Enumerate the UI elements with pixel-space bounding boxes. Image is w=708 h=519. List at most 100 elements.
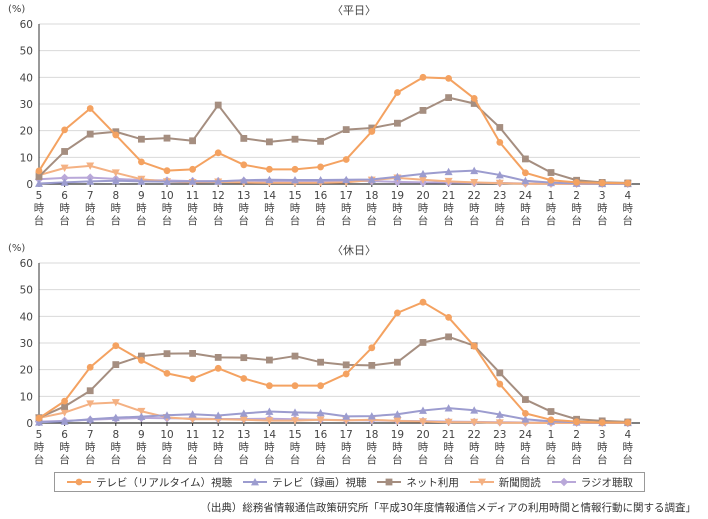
series-line-tv_recorded [38,407,628,424]
x-tick-label: 6 時台 [59,429,70,466]
x-tick-label: 7 時台 [85,429,96,466]
data-point-net [266,138,273,146]
data-point-tv_recorded [367,175,376,183]
data-point-net [547,408,555,415]
series-line-tv_live [38,301,628,424]
y-tick-label: 40 [20,72,33,84]
data-point-tv_live [598,419,606,426]
data-point-tv_live [163,167,171,175]
x-tick-label: 8 時台 [111,190,122,227]
data-point-net [61,148,68,155]
x-tick-label: 20 時台 [416,190,429,227]
data-point-tv_recorded [188,410,197,418]
legend-marker-triangle-down-icon [469,478,494,486]
data-point-tv_live [317,382,324,390]
data-point-tv_live [368,344,376,352]
data-point-tv_live [266,382,273,390]
data-point-tv_recorded [239,176,248,184]
data-point-tv_live [189,375,197,383]
x-tick-label: 1 時台 [546,190,557,227]
data-point-newspaper [495,179,504,188]
x-tick-label: 20 時台 [416,429,429,466]
data-point-tv_live [138,356,145,364]
legend-item-radio: ラジオ聴取 [551,475,633,490]
y-axis-unit-label: (%) [8,243,25,254]
holiday-chart: 〈休日〉 (%) 0 10 20 30 40 50 60 5 時台 6 時台 7 時台 8 時台 9 時台 10 時台 1… [8,243,640,466]
legend-label-net: ネット利用 [406,476,459,489]
x-tick-label: 3 時台 [597,429,608,466]
data-point-tv_recorded [35,418,43,426]
data-point-tv_recorded [137,177,146,185]
x-tick-label: 9 時台 [136,429,147,466]
data-point-tv_live [214,149,222,157]
data-point-tv_live [445,75,452,82]
data-point-net [445,94,452,101]
x-tick-label: 18 時台 [365,190,378,227]
data-point-tv_live [112,342,120,350]
x-tick-label: 10 時台 [160,429,173,466]
data-point-tv_live [61,126,68,134]
data-point-tv_live [189,165,197,173]
data-point-tv_recorded [342,175,351,184]
data-point-tv_live [240,375,248,382]
data-point-net [112,361,120,368]
data-point-newspaper [111,399,120,407]
data-point-tv_recorded [495,410,504,418]
data-point-tv_recorded [393,410,402,418]
series-line-tv_live [38,76,628,185]
series-line-newspaper [38,164,628,185]
x-tick-label: 17 時台 [340,429,353,466]
legend-label-tv-recorded: テレビ（録画）視聴 [272,476,367,489]
data-point-tv_recorded [419,406,427,414]
y-tick-label: 60 [20,19,33,31]
data-point-newspaper [188,415,197,424]
data-point-tv_live [624,179,632,187]
data-point-tv_recorded [367,412,376,420]
data-point-tv_recorded [265,175,274,184]
data-point-tv_recorded [137,412,146,420]
data-point-newspaper [60,164,69,172]
x-tick-label: 11 時台 [186,190,199,227]
data-point-tv_live [470,342,478,350]
x-tick-label: 15 時台 [288,429,301,466]
x-tick-label: 16 時台 [314,190,328,227]
data-point-tv_live [598,179,606,187]
data-point-net [317,137,324,145]
legend-item-tv-recorded: テレビ（録画）視聴 [242,475,367,490]
x-tick-label: 14 時台 [263,429,277,466]
data-point-newspaper [419,176,427,184]
x-tick-label: 12 時台 [212,190,225,227]
x-tick-label: 18 時台 [365,429,378,466]
data-point-net [291,135,299,143]
series-line-net [38,96,628,184]
data-point-tv_live [522,169,529,177]
data-point-net [189,350,196,357]
y-tick-label: 50 [20,285,33,297]
data-point-tv_recorded [444,404,453,412]
y-tick-label: 30 [20,99,33,111]
data-point-tv_live [470,95,478,102]
data-point-tv_live [624,419,632,426]
data-point-tv_recorded [316,176,325,184]
data-point-tv_recorded [393,172,402,181]
data-point-tv_recorded [265,407,274,415]
data-point-newspaper [444,177,453,186]
data-point-net [394,119,401,127]
legend-label-radio: ラジオ聴取 [580,476,633,489]
data-point-tv_live [35,414,43,422]
data-point-net [419,107,427,114]
data-point-tv_recorded [214,411,223,419]
legend-marker-square-icon [377,478,402,486]
data-point-tv_recorded [495,170,504,179]
data-point-net [342,361,350,369]
data-point-net [470,100,478,107]
chart-title: 〈平日〉 [332,4,376,17]
data-point-newspaper [137,407,146,416]
data-point-net [163,134,171,142]
data-point-tv_recorded [291,408,299,416]
data-point-net [445,333,452,341]
data-point-newspaper [470,418,479,427]
data-point-tv_recorded [163,411,171,419]
y-tick-label: 40 [20,311,33,323]
